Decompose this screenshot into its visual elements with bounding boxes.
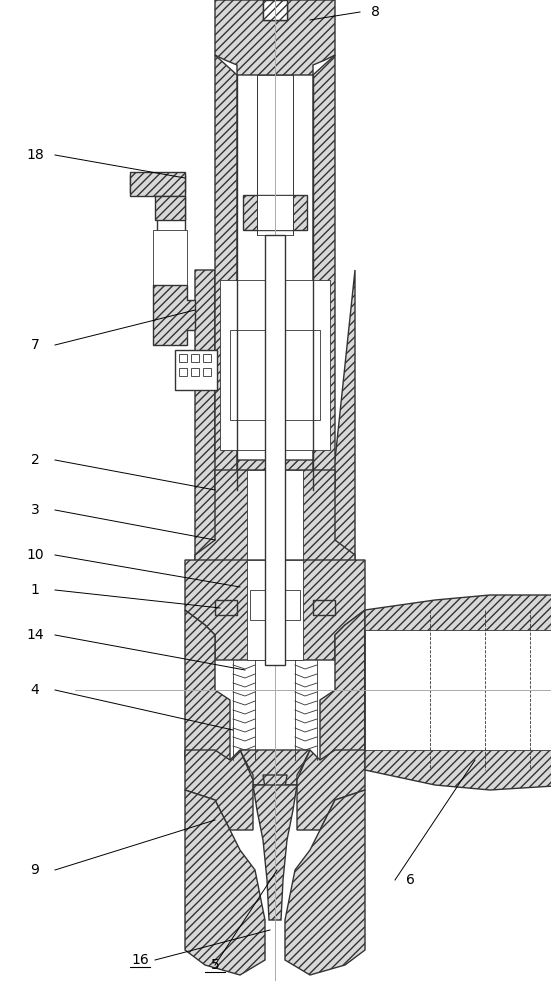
Bar [365,630,551,750]
Polygon shape [155,196,185,220]
Bar [257,75,293,235]
Text: 1: 1 [30,583,40,597]
Bar [157,196,185,316]
Polygon shape [215,600,237,615]
Bar [203,354,211,362]
Bar [263,0,287,20]
Bar [179,368,187,376]
Bar [265,235,285,665]
Bar [220,280,330,450]
Polygon shape [243,195,307,230]
Bar [247,560,303,660]
Polygon shape [215,55,237,490]
Polygon shape [153,285,195,345]
Bar [257,195,293,230]
Bar [191,354,199,362]
Polygon shape [185,750,253,830]
Text: 4: 4 [31,683,39,697]
Bar [153,230,187,330]
Polygon shape [263,0,287,20]
Bar [160,260,182,268]
Polygon shape [285,790,365,975]
Text: 10: 10 [26,548,44,562]
Polygon shape [130,172,185,196]
Text: 8: 8 [371,5,380,19]
Bar [203,368,211,376]
Polygon shape [365,595,551,790]
Polygon shape [297,750,365,830]
Bar [247,470,303,570]
Polygon shape [195,270,355,570]
Text: 18: 18 [26,148,44,162]
Bar [160,280,182,288]
Text: 2: 2 [31,453,39,467]
Text: 6: 6 [406,873,414,887]
Text: 9: 9 [30,863,40,877]
Polygon shape [185,610,230,760]
Bar [179,354,187,362]
Bar [175,350,217,390]
Text: 5: 5 [210,958,219,972]
Polygon shape [365,610,551,770]
Bar [230,330,320,420]
Text: 14: 14 [26,628,44,642]
Polygon shape [185,790,265,975]
Polygon shape [253,785,297,920]
Polygon shape [263,775,287,850]
Bar [160,240,182,248]
Polygon shape [185,560,365,660]
Bar [130,175,185,193]
Polygon shape [195,470,355,570]
Polygon shape [320,610,365,760]
Text: 7: 7 [31,338,39,352]
Text: 3: 3 [31,503,39,517]
Polygon shape [313,55,335,490]
Text: 16: 16 [131,953,149,967]
Bar [191,368,199,376]
Polygon shape [240,750,310,785]
Polygon shape [313,600,335,615]
Polygon shape [215,0,335,75]
Bar [250,590,300,620]
